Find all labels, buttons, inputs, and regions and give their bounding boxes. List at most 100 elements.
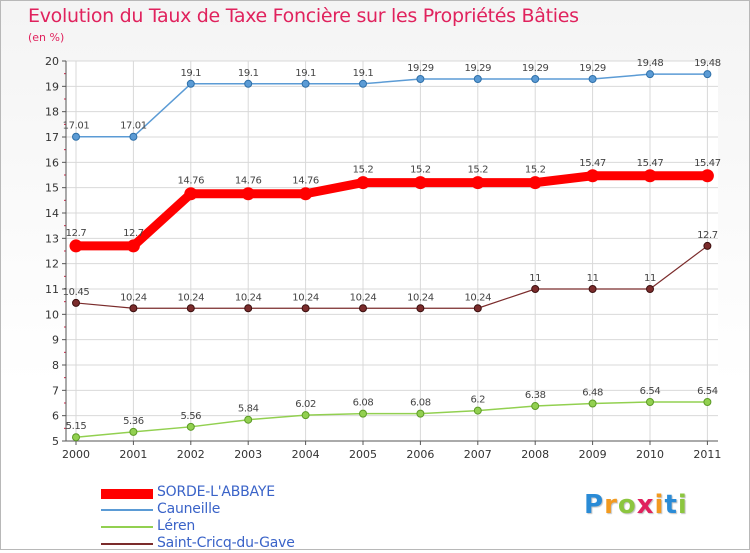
data-point: [69, 239, 83, 253]
data-label: 17.01: [63, 121, 90, 132]
data-point: [703, 241, 712, 250]
data-label: 15.47: [694, 158, 721, 169]
data-label: 15.47: [579, 158, 606, 169]
data-label: 19.1: [180, 68, 201, 79]
data-point: [301, 79, 310, 88]
data-label: 10.24: [407, 292, 434, 303]
y-tick-label: 20: [45, 55, 59, 68]
y-tick-label: 14: [45, 207, 59, 220]
data-label: 10.24: [177, 292, 204, 303]
data-label: 5.15: [66, 421, 87, 432]
data-point: [126, 239, 140, 253]
y-tick-label: 15: [45, 182, 59, 195]
data-label: 10.24: [292, 292, 319, 303]
data-label: 19.1: [238, 68, 259, 79]
data-label: 5.56: [180, 411, 201, 422]
data-label: 10.24: [235, 292, 262, 303]
data-point: [588, 74, 597, 83]
data-label: 19.29: [464, 63, 491, 74]
data-point: [129, 427, 138, 436]
data-label: 6.38: [525, 390, 546, 401]
proxiti-logo: Proxiti: [584, 490, 688, 520]
x-tick-label: 2006: [406, 448, 434, 461]
data-label: 6.54: [697, 386, 718, 397]
data-label: 10.24: [350, 292, 377, 303]
y-tick-label: 12: [45, 258, 59, 271]
y-tick-label: 7: [52, 384, 59, 397]
data-point: [416, 409, 425, 418]
data-label: 10.45: [63, 287, 90, 298]
data-point: [299, 187, 313, 201]
y-tick-label: 6: [52, 410, 59, 423]
data-label: 12.7: [697, 230, 718, 241]
unit-label: (en %): [28, 31, 65, 44]
data-point: [643, 169, 657, 183]
y-tick-label: 17: [45, 131, 59, 144]
data-point: [531, 74, 540, 83]
data-point: [588, 399, 597, 408]
data-label: 19.29: [407, 63, 434, 74]
x-tick-label: 2005: [349, 448, 377, 461]
data-point: [471, 176, 485, 190]
x-tick-label: 2009: [579, 448, 607, 461]
legend-label-saint-cricq: Saint-Cricq-du-Gave: [157, 535, 295, 551]
data-label: 19.1: [353, 68, 374, 79]
data-point: [301, 304, 310, 313]
y-tick-label: 5: [52, 435, 59, 448]
data-point: [72, 298, 80, 307]
data-label: 19.48: [637, 58, 664, 69]
data-point: [646, 70, 654, 79]
data-point: [588, 285, 597, 293]
data-label: 6.48: [582, 388, 603, 399]
data-point: [703, 397, 712, 406]
data-point: [72, 433, 80, 442]
data-point: [184, 187, 198, 201]
data-point: [244, 304, 253, 313]
data-label: 6.54: [640, 386, 661, 397]
x-tick-label: 2001: [119, 448, 147, 461]
legend-label-cauneille: Cauneille: [157, 501, 221, 517]
data-label: 11: [529, 273, 541, 284]
data-point: [72, 132, 80, 141]
data-point: [241, 187, 255, 201]
data-point: [416, 304, 425, 313]
y-tick-label: 10: [45, 308, 59, 321]
data-label: 14.76: [235, 176, 262, 187]
data-point: [359, 304, 367, 313]
data-point: [301, 411, 310, 420]
data-point: [473, 406, 482, 415]
data-label: 14.76: [177, 176, 204, 187]
data-label: 15.2: [353, 165, 374, 176]
data-label: 15.2: [525, 165, 546, 176]
data-label: 11: [587, 273, 599, 284]
x-tick-label: 2008: [521, 448, 549, 461]
data-point: [129, 132, 138, 141]
data-point: [700, 169, 714, 183]
data-point: [528, 176, 542, 190]
y-tick-label: 8: [52, 359, 59, 372]
data-point: [356, 176, 370, 190]
legend-swatch-leren: [101, 526, 153, 528]
data-label: 5.84: [238, 404, 259, 415]
y-tick-label: 11: [45, 283, 59, 296]
data-label: 17.01: [120, 121, 147, 132]
x-tick-label: 2004: [292, 448, 320, 461]
data-label: 15.2: [467, 165, 488, 176]
data-point: [531, 402, 540, 411]
x-tick-label: 2003: [234, 448, 262, 461]
series-line-2: [75, 401, 709, 438]
data-label: 19.1: [295, 68, 316, 79]
x-tick-label: 2002: [177, 448, 205, 461]
series-line-1: [75, 73, 709, 138]
series-line-3: [75, 245, 709, 309]
data-label: 15.2: [410, 165, 431, 176]
data-label: 6.2: [470, 395, 485, 406]
data-label: 12.7: [66, 228, 87, 239]
data-label: 12.7: [123, 228, 144, 239]
data-label: 14.76: [292, 176, 319, 187]
data-label: 15.47: [637, 158, 664, 169]
data-label: 19.48: [694, 58, 721, 69]
legend-swatch-cauneille: [101, 509, 153, 511]
data-point: [359, 409, 367, 418]
